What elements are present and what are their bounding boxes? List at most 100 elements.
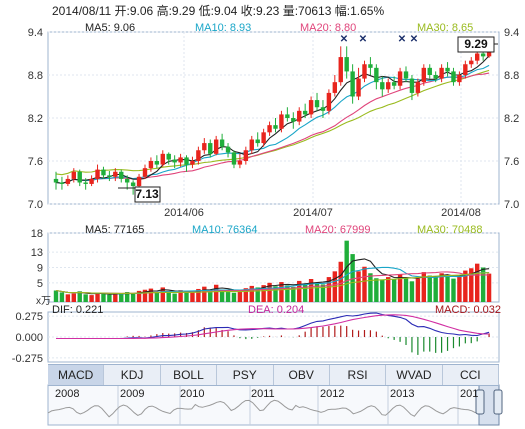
price-candle: [148, 161, 154, 169]
price-candle: [202, 143, 207, 151]
volume-bar: [107, 294, 112, 302]
tab-macd[interactable]: MACD: [48, 365, 105, 385]
price-candle: [445, 67, 450, 72]
tab-psy[interactable]: PSY: [217, 365, 274, 385]
price-candle: [89, 178, 94, 184]
price-candle: [71, 171, 76, 179]
price-candle: [279, 114, 284, 129]
macd-dea-label: DEA: 0.204: [248, 304, 305, 316]
volume-bar: [368, 273, 373, 302]
volume-bar: [421, 272, 427, 302]
volume-tick-label: 18: [31, 228, 43, 240]
volume-bar: [261, 285, 266, 302]
volume-ma30-label: MA30: 70488: [417, 224, 483, 236]
volume-ma20-label: MA20: 67999: [305, 224, 371, 236]
price-candle: [113, 171, 118, 177]
price-candle: [391, 82, 397, 86]
volume-bar: [338, 261, 343, 302]
tab-wvad[interactable]: WVAD: [386, 365, 443, 385]
price-low-callout: 7.13: [135, 187, 159, 201]
tab-cci[interactable]: CCI: [443, 365, 499, 385]
volume-bar: [297, 280, 302, 302]
volume-bar: [213, 284, 219, 302]
volume-bar: [225, 292, 231, 302]
volume-bar: [486, 273, 492, 302]
volume-bar: [172, 293, 177, 302]
quote-date: 2014/08/11: [52, 4, 112, 18]
volume-bar: [166, 292, 171, 302]
timeline-label: 201: [460, 388, 479, 400]
price-candle: [243, 150, 249, 161]
price-candle: [154, 161, 160, 165]
volume-bar: [451, 278, 456, 302]
price-candle: [273, 125, 278, 129]
price-candle: [480, 53, 486, 57]
price-candle: [368, 64, 373, 68]
price-high-callout: 9.29: [464, 37, 488, 51]
timeline-right-handle[interactable]: [493, 389, 503, 415]
volume-bar: [480, 267, 486, 302]
quote-change: 幅:1.65%: [334, 4, 385, 18]
volume-unit: x万: [36, 296, 51, 307]
volume-bar: [202, 286, 207, 302]
volume-bar: [59, 292, 65, 302]
price-candle: [374, 67, 379, 83]
price-candle: [386, 82, 391, 90]
tab-obv[interactable]: OBV: [274, 365, 330, 385]
volume-bar: [344, 240, 349, 302]
price-candle: [403, 71, 409, 79]
price-ma20-label: MA20: 8.80: [300, 22, 357, 34]
price-candle: [65, 178, 71, 184]
price-candle: [130, 182, 136, 187]
timeline-label: 2008: [55, 388, 80, 400]
volume-bar: [148, 288, 154, 302]
price-candle: [172, 159, 177, 163]
price-ma5-label: MA5: 9.06: [85, 22, 136, 34]
price-candle: [332, 82, 338, 93]
volume-bar: [65, 294, 71, 302]
timeline-left-handle[interactable]: [475, 389, 485, 415]
volume-bar: [119, 294, 124, 302]
price-x-label: 2014/07: [293, 207, 333, 219]
volume-tick-label: 13: [31, 247, 43, 259]
price-x-label: 2014/08: [441, 207, 481, 219]
price-tick-label-right: 7.0: [504, 199, 519, 211]
macd-tick-label: 0.000: [15, 332, 43, 344]
volume-bar: [160, 287, 165, 302]
volume-bar: [237, 290, 243, 302]
price-candle: [362, 64, 367, 79]
price-candle: [397, 71, 403, 86]
price-candle: [297, 110, 302, 122]
price-candle: [225, 146, 231, 153]
volume-bar: [463, 270, 468, 302]
price-candle: [237, 161, 243, 165]
price-candle: [421, 67, 427, 83]
indicator-tab-bar: MACD KDJ BOLL PSY OBV RSI WVAD CCI: [48, 364, 499, 386]
volume-bar: [101, 293, 106, 302]
volume-ma10-label: MA10: 76364: [192, 224, 258, 236]
volume-bar: [255, 287, 260, 302]
quote-volume: 量:70613: [282, 4, 332, 18]
volume-bar: [113, 293, 118, 302]
volume-bar: [154, 292, 160, 302]
price-ma30-line: [55, 69, 490, 176]
price-event-marker: ✕: [340, 34, 348, 45]
volume-bar: [95, 292, 100, 302]
volume-bar: [314, 282, 320, 302]
volume-bar: [326, 277, 332, 302]
volume-bar: [380, 279, 385, 302]
price-candle: [208, 143, 213, 154]
volume-bar: [83, 294, 88, 302]
macd-tick-label: 0.275: [15, 311, 43, 323]
macd-dea-line: [56, 314, 490, 340]
tab-kdj[interactable]: KDJ: [104, 365, 161, 385]
volume-bar: [231, 292, 237, 302]
tab-rsi[interactable]: RSI: [330, 365, 387, 385]
price-candle: [136, 176, 142, 187]
price-candle: [457, 75, 462, 83]
volume-bar: [273, 286, 278, 302]
price-candle: [291, 118, 296, 122]
tab-boll[interactable]: BOLL: [161, 365, 218, 385]
price-candle: [101, 169, 106, 176]
volume-bar: [475, 263, 480, 302]
